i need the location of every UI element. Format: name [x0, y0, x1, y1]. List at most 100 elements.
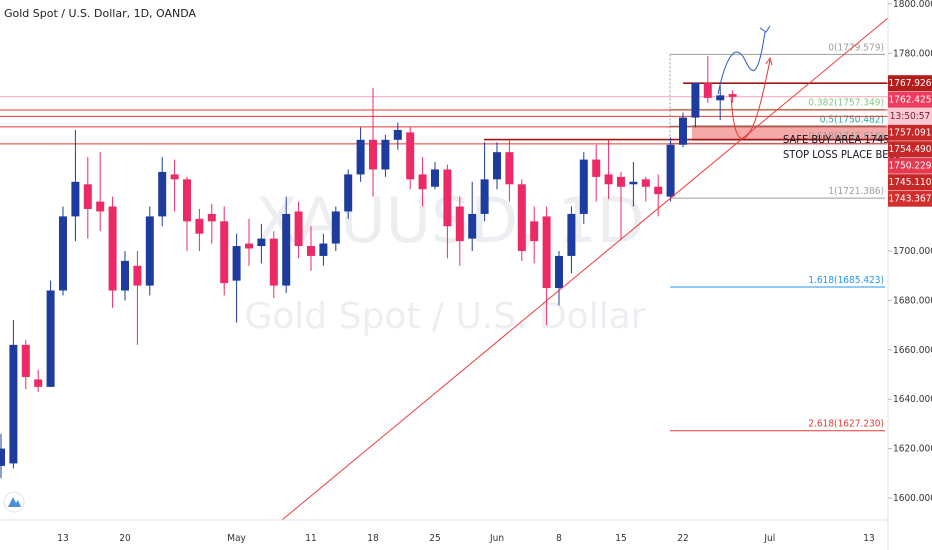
x-tick-label: Jul: [763, 533, 775, 544]
candle-body: [728, 94, 737, 97]
fib-label: 2.618(1627.230): [808, 419, 884, 430]
candle-body: [220, 221, 229, 284]
candle-body: [542, 216, 551, 289]
candle-body: [579, 159, 588, 214]
price-badge-label: 1750.229: [889, 161, 932, 172]
fib-label: 1.618(1685.423): [808, 275, 884, 286]
candle-body: [158, 171, 167, 217]
candle-body: [0, 448, 5, 466]
candle-body: [679, 117, 687, 145]
candle-body: [604, 174, 613, 185]
candle-body: [121, 260, 129, 291]
candle-body: [96, 201, 105, 212]
x-tick-label: May: [227, 533, 246, 544]
x-tick-label: 20: [119, 533, 131, 544]
candle-body: [617, 176, 625, 187]
x-tick-label: 13: [863, 533, 874, 544]
x-tick-label: 11: [305, 533, 316, 544]
candle-body: [133, 265, 142, 286]
candle-body: [691, 83, 700, 118]
candle-body: [59, 216, 67, 291]
y-tick-label: 1640.000: [893, 394, 932, 405]
candle-body: [170, 174, 179, 180]
candle-body: [703, 83, 712, 98]
price-badge-label: 1745.110: [889, 177, 932, 188]
price-badge-label: 1754.490: [889, 144, 932, 155]
candle-body: [716, 95, 725, 101]
candle-body: [369, 139, 377, 170]
candle-body: [108, 206, 117, 291]
candle-body: [393, 129, 402, 140]
countdown-badge: [888, 108, 932, 125]
candle-body: [257, 238, 266, 247]
candle-body: [381, 139, 390, 170]
x-tick-label: 13: [57, 533, 68, 544]
candle-body: [555, 255, 563, 289]
candle-body: [21, 344, 30, 377]
annotation: SAFE BUY AREA 1745: [783, 133, 890, 146]
candle-body: [71, 181, 80, 217]
candle-body: [406, 132, 415, 180]
candle-body: [567, 213, 576, 256]
price-badge: [888, 141, 932, 158]
red-arrow: [730, 59, 771, 140]
chart-title: Gold Spot / U.S. Dollar, 1D, OANDA: [4, 7, 197, 20]
price-badge: [888, 91, 932, 108]
candle-body: [654, 186, 663, 195]
candle-body: [183, 179, 191, 222]
x-tick-label: 22: [677, 533, 688, 544]
candle-body: [232, 246, 241, 281]
blue-arrow: [717, 31, 766, 95]
y-tick-label: 1800.000: [893, 0, 932, 10]
x-tick-label: 15: [615, 533, 626, 544]
candle-body: [505, 152, 514, 185]
y-tick-label: 1680.000: [893, 295, 932, 306]
candle-body: [319, 243, 328, 256]
candle-body: [468, 213, 477, 239]
fib-label: 0.5(1750.482): [820, 114, 884, 125]
watermark-name: Gold Spot / U.S. Dollar: [244, 296, 645, 337]
price-badge-label: 1757.091: [889, 128, 932, 139]
price-badge: [888, 124, 932, 141]
fib-label: 0.618(1743.616): [808, 131, 884, 142]
candle-body: [245, 243, 253, 249]
candle-body: [34, 379, 43, 387]
candle-body: [443, 169, 452, 227]
candle-body: [641, 179, 650, 187]
y-tick-label: 1600.000: [893, 493, 932, 504]
candle-body: [294, 211, 303, 247]
candle-body: [344, 174, 353, 212]
fib-label: 1(1721.386): [828, 186, 884, 197]
candle-body: [46, 290, 55, 387]
candle-body: [207, 213, 216, 222]
candle-body: [493, 152, 501, 180]
candle-body: [530, 221, 539, 242]
candle-body: [455, 206, 464, 242]
x-tick-label: 18: [367, 533, 379, 544]
x-tick-label: 8: [556, 533, 562, 544]
candle-body: [431, 169, 439, 187]
price-badge-label: 1767.926: [889, 78, 932, 89]
buy-zone: [692, 124, 888, 141]
y-tick-label: 1780.000: [893, 48, 932, 59]
blue-arrow-head: [759, 25, 771, 33]
y-tick-label: 1620.000: [893, 444, 932, 455]
candle-body: [629, 181, 638, 185]
y-tick-label: 1700.000: [893, 246, 932, 257]
fib-label: 0(1779.579): [828, 42, 884, 53]
candle-body: [592, 159, 601, 177]
red-arrow-head: [765, 56, 773, 66]
price-badge: [888, 75, 932, 92]
axes: 1800.000 1780.000 1700.000 1680.000 1660.000…: [57, 0, 932, 544]
price-badge: [888, 190, 932, 207]
x-tick-label: 25: [429, 533, 440, 544]
candle-body: [356, 139, 365, 175]
price-badge-label: 1762.425: [889, 95, 932, 106]
candle-body: [282, 213, 291, 286]
trend-line: [281, 17, 889, 521]
price-badge-label: 1743.367: [889, 194, 932, 205]
candle-body: [9, 344, 18, 464]
y-tick-label: 1660.000: [893, 345, 932, 356]
